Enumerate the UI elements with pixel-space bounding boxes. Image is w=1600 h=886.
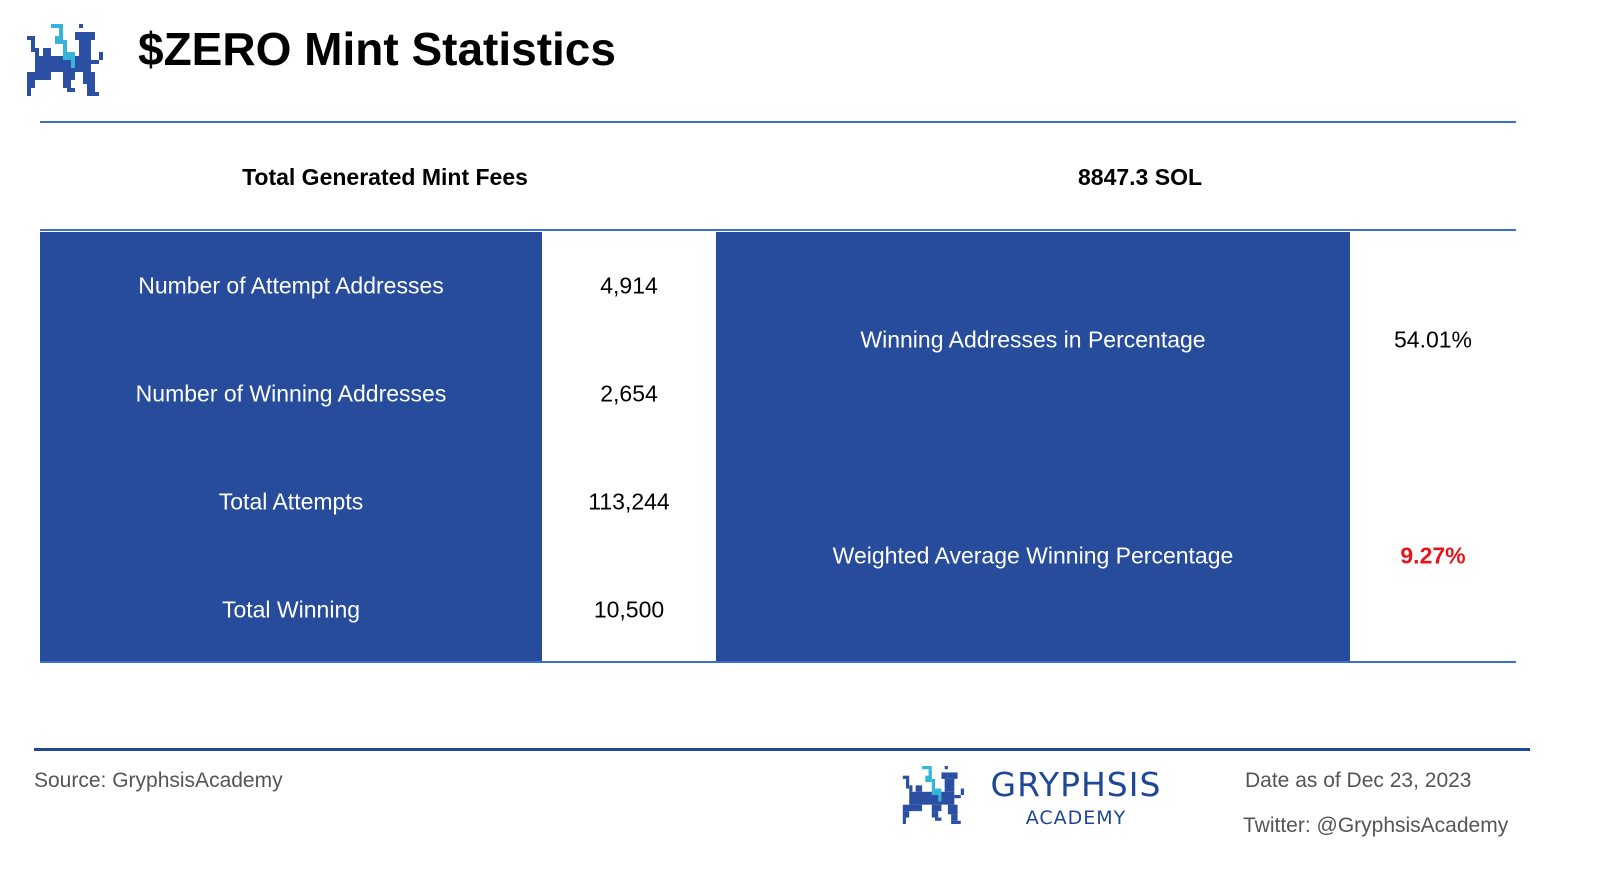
stat-label: Total Winning [221,596,361,623]
stat-value: 54.01% [1393,326,1472,353]
stat-label: Weighted Average Winning Percentage [832,542,1234,569]
stat-label: Number of Winning Addresses [135,380,447,407]
stat-label: Winning Addresses in Percentage [860,326,1206,353]
stat-label: Total Attempts [218,488,364,515]
left-label-column [40,232,542,662]
highlight-stat-value: 9.27% [1400,542,1466,569]
right-label-column [716,232,1350,662]
gryphsis-logo-icon [902,766,964,824]
stat-value: 2,654 [600,380,658,407]
divider [40,121,1516,123]
twitter-handle: Twitter: @GryphsisAcademy [1243,814,1509,837]
stat-label: Number of Attempt Addresses [138,272,444,299]
total-mint-fees-label: Total Generated Mint Fees [242,164,528,190]
divider [40,229,1516,231]
page-title: $ZERO Mint Statistics [138,23,616,75]
date-text: Date as of Dec 23, 2023 [1245,769,1472,792]
divider [40,661,1516,663]
svg-text:GRYPHSIS: GRYPHSIS [991,765,1162,804]
source-text: Source: GryphsisAcademy [34,769,283,792]
total-mint-fees-value: 8847.3 SOL [1077,164,1203,190]
stat-value: 113,244 [588,488,670,515]
stat-value: 10,500 [593,596,665,623]
footer-divider [34,748,1530,751]
stat-value: 4,914 [600,272,658,299]
svg-text:ACADEMY: ACADEMY [1026,807,1127,829]
gryphsis-wordmark: GRYPHSIS ACADEMY [991,765,1162,829]
gryphon-logo-icon [27,24,103,96]
